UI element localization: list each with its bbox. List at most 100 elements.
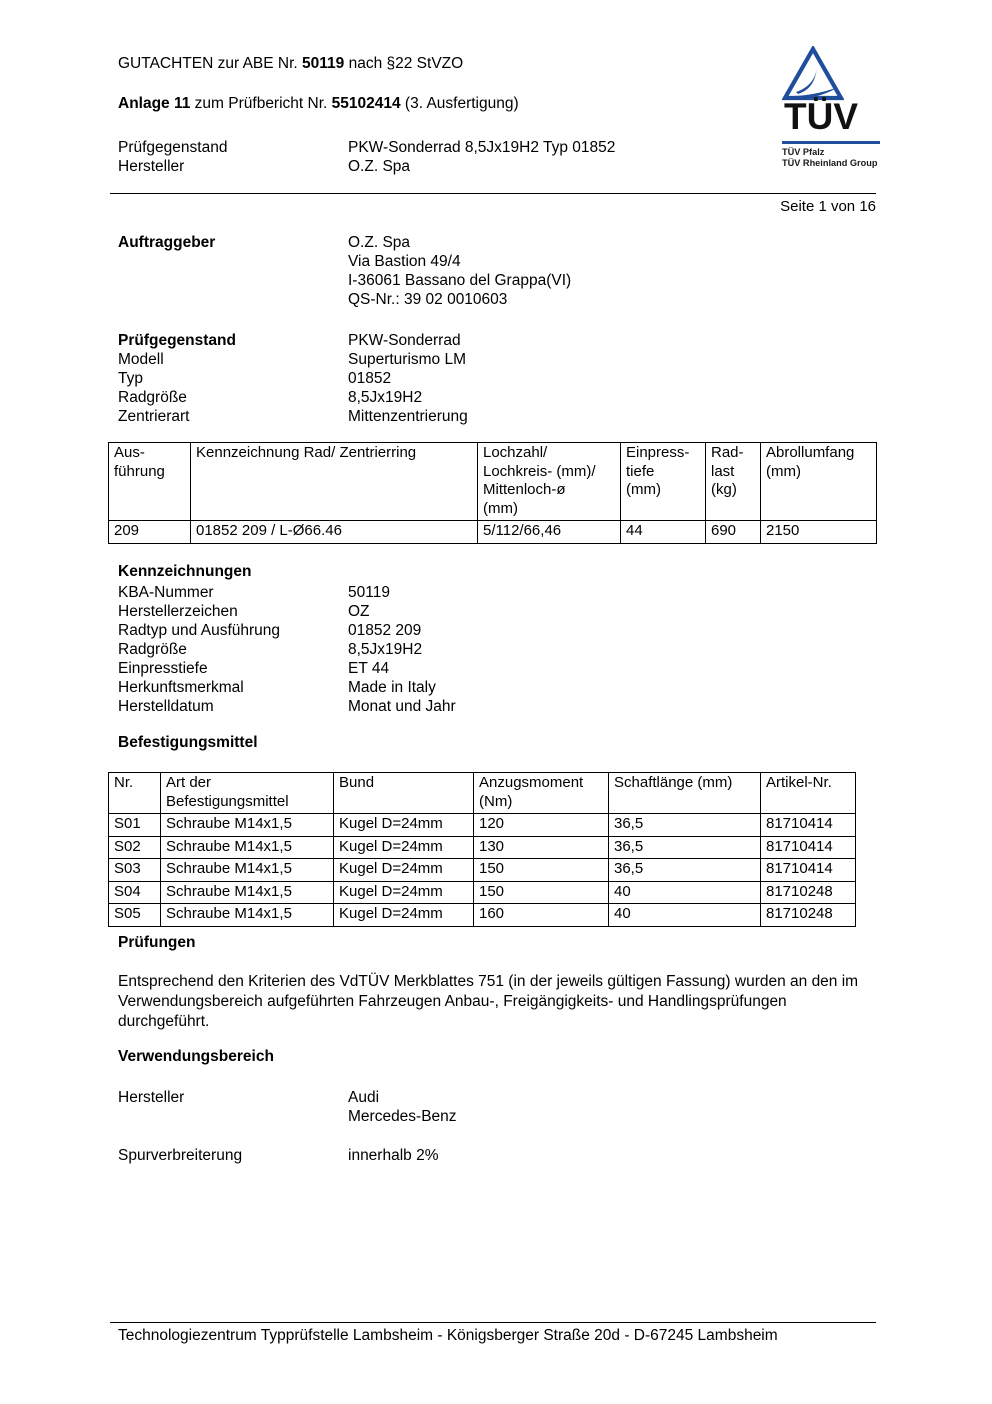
- header-meta-block: Prüfgegenstand PKW-Sonderrad 8,5Jx19H2 T…: [118, 138, 758, 176]
- radgroesse-label: Radgröße: [118, 389, 187, 406]
- auftraggeber-row: Auftraggeber O.Z. Spa: [118, 233, 818, 252]
- kennzeichnungen-heading: Kennzeichnungen: [118, 563, 252, 580]
- th-ausfuehrung: Aus-führung: [108, 442, 191, 521]
- pruefgegenstand-row: Modell Superturismo LM: [118, 350, 818, 369]
- header-pruefgegenstand-label: Prüfgegenstand: [118, 139, 228, 156]
- modell-value: Superturismo LM: [348, 351, 467, 368]
- cell-ausfuehrung: 209: [108, 520, 191, 544]
- herkunftsmerkmal-value: Made in Italy: [348, 679, 436, 696]
- verwendungsbereich-hersteller-block: Hersteller Audi Mercedes-Benz: [118, 1088, 818, 1126]
- herstelldatum-value: Monat und Jahr: [348, 698, 456, 715]
- cell-nr: S04: [108, 880, 161, 904]
- cell-schaftlaenge: 36,5: [608, 835, 761, 859]
- kennzeichnung-row: Herkunftsmerkmal Made in Italy: [118, 678, 818, 697]
- radtyp-value: 01852 209: [348, 622, 422, 639]
- cell-nr: S02: [108, 835, 161, 859]
- cell-einpresstiefe: 44: [620, 520, 706, 544]
- th-bund: Bund: [333, 772, 474, 814]
- pruefgegenstand-row: Typ 01852: [118, 369, 818, 388]
- einpresstiefe-kz-label: Einpresstiefe: [118, 660, 208, 677]
- th-anzugsmoment: Anzugsmoment (Nm): [473, 772, 609, 814]
- th-kennzeichnung: Kennzeichnung Rad/ Zentrierring: [190, 442, 478, 521]
- table-header-row: Nr. Art der Befestigungsmittel Bund Anzug…: [108, 772, 856, 814]
- vb-hersteller-value: Mercedes-Benz: [348, 1108, 457, 1125]
- cell-schaftlaenge: 40: [608, 903, 761, 927]
- th-schaftlaenge: Schaftlänge (mm): [608, 772, 761, 814]
- spacer-label: [118, 1107, 348, 1126]
- tuv-triangle-icon: [781, 44, 845, 102]
- kennzeichnung-row: Radgröße 8,5Jx19H2: [118, 640, 818, 659]
- logo-subtitle: TÜV Pfalz TÜV Rheinland Group: [782, 147, 877, 169]
- kennzeichnung-row: Herstellerzeichen OZ: [118, 602, 818, 621]
- befestigungsmittel-heading: Befestigungsmittel: [118, 734, 258, 751]
- anlage-line: Anlage 11 zum Prüfbericht Nr. 55102414 (…: [118, 95, 519, 113]
- befestigungsmittel-table: Nr. Art der Befestigungsmittel Bund Anzug…: [108, 772, 856, 927]
- pruefgegenstand-row: Prüfgegenstand PKW-Sonderrad: [118, 331, 818, 350]
- cell-art: Schraube M14x1,5: [160, 858, 334, 882]
- table-row: S05 Schraube M14x1,5 Kugel D=24mm 160 40…: [108, 903, 856, 927]
- verwendungsbereich-row: Hersteller Audi: [118, 1088, 818, 1107]
- cell-artikel-nr: 81710414: [760, 858, 856, 882]
- cell-abrollumfang: 2150: [760, 520, 877, 544]
- th-abrollumfang: Abrollumfang (mm): [760, 442, 877, 521]
- pruefbericht-label: zum Prüfbericht Nr.: [190, 95, 332, 112]
- cell-bund: Kugel D=24mm: [333, 835, 474, 859]
- th-art-der-befestigungsmittel: Art der Befestigungsmittel: [160, 772, 334, 814]
- vb-hersteller-label: Hersteller: [118, 1089, 185, 1106]
- header-hersteller-label: Hersteller: [118, 158, 185, 175]
- radgroesse-kz-value: 8,5Jx19H2: [348, 641, 423, 658]
- table-row: S01 Schraube M14x1,5 Kugel D=24mm 120 36…: [108, 813, 856, 837]
- zentrierart-value: Mittenzentrierung: [348, 408, 468, 425]
- cell-art: Schraube M14x1,5: [160, 880, 334, 904]
- einpresstiefe-kz-value: ET 44: [348, 660, 390, 677]
- gutachten-title-prefix: GUTACHTEN zur ABE Nr.: [118, 55, 303, 72]
- table-row: 209 01852 209 / L-Ø66.46 5/112/66,46 44 …: [108, 520, 877, 544]
- table-row: S03 Schraube M14x1,5 Kugel D=24mm 150 36…: [108, 858, 856, 882]
- spacer-label: [118, 271, 348, 290]
- th-artikel-nr: Artikel-Nr.: [760, 772, 856, 814]
- cell-art: Schraube M14x1,5: [160, 835, 334, 859]
- herstelldatum-label: Herstelldatum: [118, 698, 214, 715]
- cell-nr: S01: [108, 813, 161, 837]
- header-divider: [110, 193, 876, 194]
- cell-artikel-nr: 81710248: [760, 880, 856, 904]
- zentrierart-label: Zentrierart: [118, 408, 190, 425]
- cell-artikel-nr: 81710414: [760, 813, 856, 837]
- cell-anzugsmoment: 150: [473, 858, 609, 882]
- kennzeichnung-row: Herstelldatum Monat und Jahr: [118, 697, 818, 716]
- modell-label: Modell: [118, 351, 164, 368]
- pruefgegenstand-row: Zentrierart Mittenzentrierung: [118, 407, 818, 426]
- spacer-label: [118, 252, 348, 271]
- header-meta-row: Prüfgegenstand PKW-Sonderrad 8,5Jx19H2 T…: [118, 138, 758, 157]
- cell-bund: Kugel D=24mm: [333, 880, 474, 904]
- herstellerzeichen-value: OZ: [348, 603, 370, 620]
- kba-nummer-value: 50119: [348, 584, 390, 601]
- th-einpresstiefe: Einpress-tiefe (mm): [620, 442, 706, 521]
- pruefungen-paragraph: Entsprechend den Kriterien des VdTÜV Mer…: [118, 973, 859, 1030]
- cell-artikel-nr: 81710248: [760, 903, 856, 927]
- auftraggeber-row: I-36061 Bassano del Grappa(VI): [118, 271, 818, 290]
- auftraggeber-row: QS-Nr.: 39 02 0010603: [118, 290, 818, 309]
- pruefgegenstand-value: PKW-Sonderrad: [348, 332, 461, 349]
- header-pruefgegenstand-value: PKW-Sonderrad 8,5Jx19H2 Typ 01852: [348, 139, 616, 156]
- logo-divider: [782, 141, 880, 144]
- kennzeichnung-row: Einpresstiefe ET 44: [118, 659, 818, 678]
- pruefbericht-number: 55102414: [331, 95, 401, 112]
- cell-schaftlaenge: 36,5: [608, 858, 761, 882]
- verwendungsbereich-row: Spurverbreiterung innerhalb 2%: [118, 1146, 818, 1165]
- auftraggeber-block: Auftraggeber O.Z. Spa Via Bastion 49/4 I…: [118, 233, 818, 309]
- footer-divider: [110, 1322, 876, 1323]
- pruefungen-heading: Prüfungen: [118, 934, 196, 951]
- ausfuehrung-table: Aus-führung Kennzeichnung Rad/ Zentrierr…: [108, 442, 877, 544]
- vb-hersteller-value: Audi: [348, 1089, 380, 1106]
- gutachten-title: GUTACHTEN zur ABE Nr. 50119 nach §22 StV…: [118, 55, 463, 73]
- kennzeichnungen-block: KBA-Nummer 50119 Herstellerzeichen OZ Ra…: [118, 583, 818, 716]
- pruefgegenstand-label: Prüfgegenstand: [118, 332, 236, 349]
- radgroesse-kz-label: Radgröße: [118, 641, 187, 658]
- verwendungsbereich-row: Mercedes-Benz: [118, 1107, 818, 1126]
- cell-bund: Kugel D=24mm: [333, 813, 474, 837]
- radgroesse-value: 8,5Jx19H2: [348, 389, 423, 406]
- cell-radlast: 690: [705, 520, 761, 544]
- verwendungsbereich-heading: Verwendungsbereich: [118, 1048, 274, 1065]
